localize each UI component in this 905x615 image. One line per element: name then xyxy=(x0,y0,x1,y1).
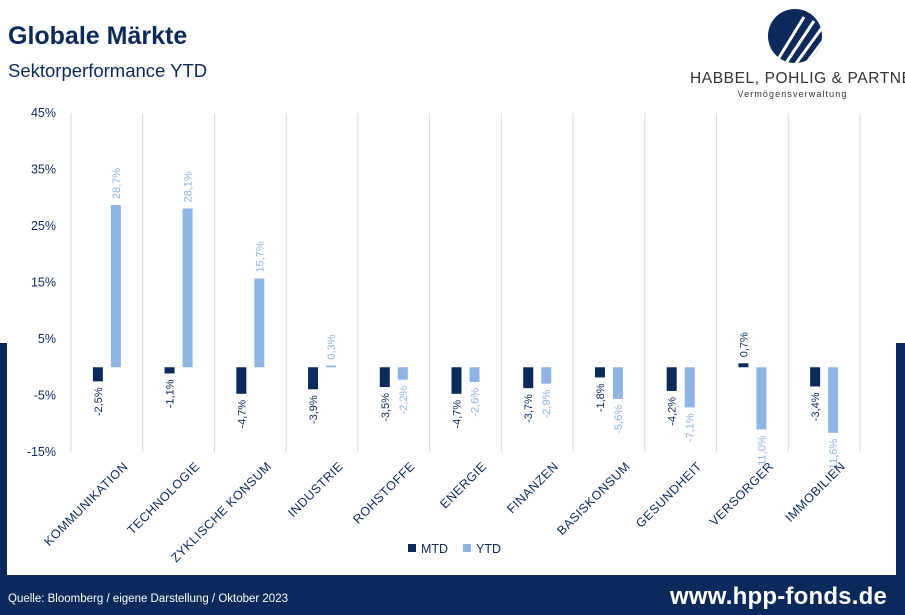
x-category-label: ENERGIE xyxy=(437,459,489,511)
data-label-ytd: -2,9% xyxy=(541,389,553,418)
legend-label-mtd: MTD xyxy=(421,542,448,556)
data-label-ytd: -5,6% xyxy=(613,405,625,434)
x-category-label: VERSORGER xyxy=(707,459,777,529)
bar-mtd xyxy=(236,367,247,394)
data-label-mtd: -4,2% xyxy=(667,397,679,426)
source-note: Quelle: Bloomberg / eigene Darstellung /… xyxy=(8,593,288,605)
bar-ytd xyxy=(541,367,552,384)
y-tick-label: 25% xyxy=(31,219,56,233)
right-frame-band xyxy=(896,343,905,615)
data-label-ytd: -2,6% xyxy=(470,388,482,417)
diagonal-stripes-circle-icon xyxy=(768,9,822,63)
legend-swatch-ytd xyxy=(463,544,471,552)
data-label-mtd: 0,7% xyxy=(738,332,750,357)
bar-ytd xyxy=(612,367,623,399)
bar-mtd xyxy=(666,367,677,391)
bar-ytd xyxy=(397,367,408,380)
bar-ytd xyxy=(326,365,337,368)
data-label-ytd: 28,7% xyxy=(111,168,123,199)
data-label-mtd: -4,7% xyxy=(236,400,248,429)
data-label-ytd: 28,1% xyxy=(183,171,195,202)
bar-mtd xyxy=(738,363,749,368)
y-tick-label: 35% xyxy=(31,163,56,177)
data-label-mtd: -4,7% xyxy=(452,400,464,429)
data-label-ytd: -7,1% xyxy=(685,413,697,442)
bar-mtd xyxy=(523,367,534,389)
bar-mtd xyxy=(379,367,390,388)
bar-ytd xyxy=(254,278,265,368)
data-label-ytd: -2,2% xyxy=(398,385,410,414)
y-tick-label: -15% xyxy=(27,445,56,459)
data-label-mtd: -3,4% xyxy=(810,392,822,421)
x-category-label: TECHNOLOGIE xyxy=(124,459,202,537)
bar-mtd xyxy=(308,367,319,390)
bar-mtd xyxy=(810,367,821,387)
y-tick-label: -5% xyxy=(34,389,56,403)
data-label-ytd: 15,7% xyxy=(254,241,266,272)
x-category-label: BASISKONSUM xyxy=(554,459,633,538)
legend-label-ytd: YTD xyxy=(476,542,501,556)
website-link[interactable]: www.hpp-fonds.de xyxy=(670,583,887,610)
bar-ytd xyxy=(684,367,695,408)
bar-mtd xyxy=(92,367,103,382)
x-category-label: FINANZEN xyxy=(504,459,561,516)
data-label-mtd: -1,8% xyxy=(595,383,607,412)
bar-ytd xyxy=(110,205,121,368)
x-category-label: IMMOBILIEN xyxy=(783,459,848,524)
data-label-mtd: -1,1% xyxy=(165,379,177,408)
x-category-label: INDUSTRIE xyxy=(285,459,346,520)
data-label-ytd: -11,0% xyxy=(756,435,768,469)
data-label-ytd: 0,3% xyxy=(326,334,338,359)
x-category-label: ROHSTOFFE xyxy=(350,459,417,526)
data-label-mtd: -3,7% xyxy=(523,394,535,423)
bar-ytd xyxy=(756,367,767,430)
logo-company-name: HABBEL, POHLIG & PARTNER xyxy=(690,70,905,87)
page-title: Globale Märkte xyxy=(8,22,188,50)
y-tick-label: 5% xyxy=(38,332,56,346)
bar-ytd xyxy=(182,208,193,368)
bar-mtd xyxy=(451,367,462,394)
y-tick-label: 45% xyxy=(31,106,56,120)
data-label-mtd: -2,5% xyxy=(93,387,105,416)
bar-mtd xyxy=(594,367,605,378)
bar-ytd xyxy=(469,367,480,382)
data-label-ytd: -11,6% xyxy=(828,439,840,473)
left-frame-band xyxy=(0,343,7,615)
data-label-mtd: -3,9% xyxy=(308,395,320,424)
bar-ytd xyxy=(828,367,839,433)
legend-swatch-mtd xyxy=(408,544,416,552)
bar-mtd xyxy=(164,367,175,374)
data-label-mtd: -3,5% xyxy=(380,393,392,422)
page-subtitle: Sektorperformance YTD xyxy=(8,60,208,81)
x-category-label: GESUNDHEIT xyxy=(633,459,704,530)
logo-tagline: Vermögensverwaltung xyxy=(737,89,848,99)
footer-bar xyxy=(0,575,905,615)
x-category-label: KOMMUNIKATION xyxy=(41,459,130,548)
y-tick-label: 15% xyxy=(31,276,56,290)
